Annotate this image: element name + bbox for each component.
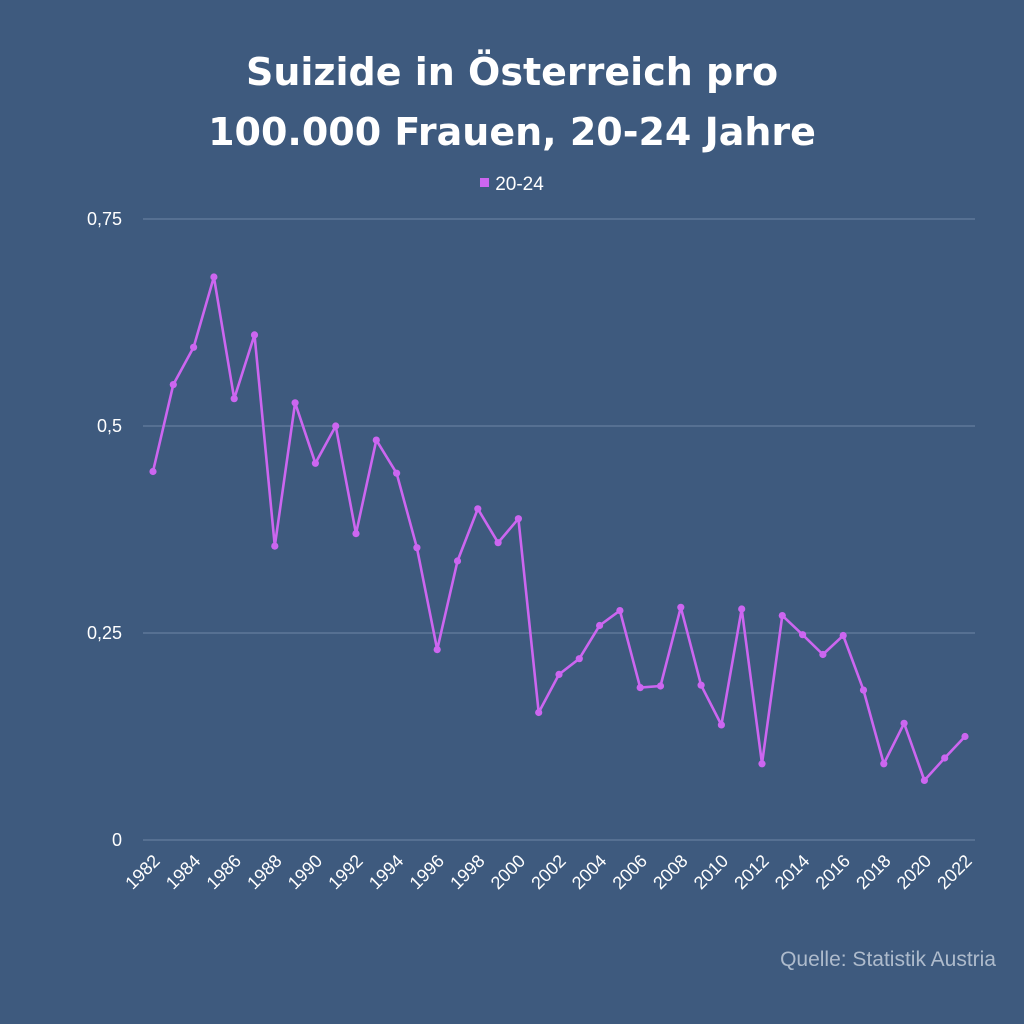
data-point-1983: [169, 381, 177, 389]
data-point-2005: [616, 607, 624, 615]
x-tick-label-2020: 2020: [893, 851, 935, 893]
x-tick-label-2022: 2022: [933, 851, 975, 893]
x-tick-label-1982: 1982: [121, 851, 163, 893]
data-point-2011: [738, 605, 746, 613]
data-point-2006: [636, 684, 644, 692]
data-point-1998: [474, 505, 482, 513]
data-point-2004: [596, 621, 604, 630]
x-tick-label-2012: 2012: [730, 851, 772, 893]
data-point-1991: [332, 422, 340, 430]
data-point-2016: [839, 631, 847, 640]
x-tick-label-1998: 1998: [446, 851, 488, 893]
data-point-2003: [575, 655, 583, 663]
series-layer: [149, 273, 969, 785]
data-point-2008: [677, 603, 685, 611]
data-point-1989: [291, 399, 299, 407]
data-point-2002: [555, 670, 563, 679]
data-point-1982: [149, 467, 157, 476]
data-point-2009: [697, 681, 705, 689]
source-note: Quelle: Statistik Austria: [780, 948, 996, 971]
data-point-2013: [778, 612, 786, 620]
x-tick-label-1996: 1996: [406, 851, 448, 893]
data-point-2017: [859, 686, 868, 694]
data-point-1994: [393, 469, 401, 477]
x-tick-label-2016: 2016: [812, 851, 854, 893]
x-tick-label-1988: 1988: [243, 851, 285, 893]
x-tick-label-1994: 1994: [365, 851, 407, 893]
x-tick-label-2004: 2004: [568, 851, 610, 893]
data-point-2015: [819, 650, 827, 659]
data-point-2020: [920, 776, 929, 785]
chart-title-line-2: 100.000 Frauen, 20-24 Jahre: [208, 110, 816, 154]
data-point-1984: [190, 343, 198, 351]
legend-swatch: [480, 178, 490, 188]
y-tick-label-2: 0,5: [97, 416, 122, 436]
x-tick-label-2000: 2000: [487, 851, 529, 893]
x-tick-label-2006: 2006: [609, 851, 651, 893]
chart-title-line-1: Suizide in Österreich pro: [245, 50, 779, 94]
data-point-2000: [514, 515, 523, 523]
chart-title: Suizide in Österreich pro 100.000 Frauen…: [0, 42, 1024, 162]
y-tick-label-0: 0: [112, 830, 122, 850]
data-point-1997: [453, 557, 462, 565]
y-axis-labels: 0 0,25 0,5 0,75: [87, 209, 122, 850]
data-point-1988: [271, 542, 279, 550]
x-tick-label-2014: 2014: [771, 851, 813, 893]
data-point-1992: [352, 530, 360, 538]
data-point-1996: [433, 646, 441, 654]
data-point-2019: [900, 719, 908, 727]
x-axis-labels: 1982198419861988199019921994199619982000…: [121, 851, 975, 893]
data-point-2007: [656, 682, 665, 690]
x-tick-label-1990: 1990: [284, 851, 326, 893]
legend-label: 20-24: [495, 174, 544, 195]
data-point-2012: [758, 760, 766, 768]
y-tick-label-3: 0,75: [87, 209, 122, 229]
x-tick-label-2010: 2010: [690, 851, 732, 893]
data-point-1993: [372, 436, 380, 444]
data-point-1985: [210, 273, 218, 281]
data-point-1987: [250, 331, 259, 339]
data-point-2001: [535, 708, 543, 717]
data-point-2010: [717, 721, 726, 729]
series-line-0: [151, 275, 967, 782]
x-tick-label-1986: 1986: [203, 851, 245, 893]
x-tick-label-1984: 1984: [162, 851, 204, 893]
data-point-1986: [230, 395, 238, 403]
grid-layer: [143, 218, 975, 841]
x-tick-label-2018: 2018: [852, 851, 894, 893]
x-tick-label-2002: 2002: [527, 851, 569, 893]
chart-legend: 20-24: [0, 174, 1024, 196]
x-tick-label-2008: 2008: [649, 851, 691, 893]
data-point-1990: [311, 459, 319, 467]
data-point-1999: [494, 539, 502, 547]
data-point-2021: [941, 754, 949, 762]
data-point-2014: [799, 631, 807, 639]
data-point-2022: [961, 732, 969, 741]
data-point-2018: [880, 760, 888, 768]
y-tick-label-1: 0,25: [87, 623, 122, 643]
x-tick-label-1992: 1992: [324, 851, 366, 893]
data-point-1995: [413, 544, 421, 552]
